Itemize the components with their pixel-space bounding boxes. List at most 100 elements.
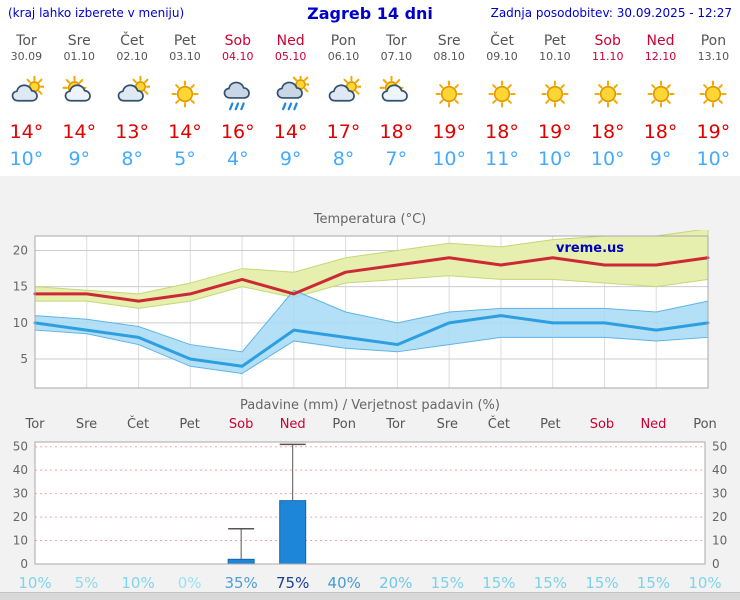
day-icon-cell: [581, 73, 634, 115]
sunny-icon: [171, 80, 199, 108]
sun-ray: [454, 99, 460, 104]
rain-drop: [240, 102, 245, 111]
tmin-value: 10°: [590, 148, 625, 170]
sun-ray: [343, 78, 349, 84]
day-column[interactable]: Tor 30.09 14° 10°: [0, 33, 53, 176]
sunny-icon: [699, 80, 727, 108]
y-tick-label-right: 50: [712, 440, 727, 454]
y-tick-label-right: 30: [712, 487, 727, 501]
precip-day-label: Čet: [126, 417, 150, 432]
y-tick-label-left: 20: [13, 510, 28, 524]
day-icon-cell: [53, 73, 106, 115]
sun-cloud-icon: [62, 76, 92, 102]
tmax-value: 14°: [168, 121, 202, 143]
sun-disc: [176, 85, 194, 103]
tmax-value: 14°: [9, 121, 44, 143]
precip-probability: 40%: [327, 574, 361, 592]
day-icon-cell: [476, 73, 529, 115]
rain-sun-icon: [276, 76, 309, 111]
day-icon-cell: [528, 73, 581, 115]
sun-cloud-icon: [379, 76, 409, 102]
y-tick-label-left: 40: [13, 463, 28, 477]
day-icon-cell: [211, 73, 264, 115]
tmax-value: 18°: [485, 121, 519, 143]
y-tick-label-right: 10: [712, 534, 727, 548]
tmin-value: 10°: [696, 148, 731, 170]
cloud-sun-icon: [12, 76, 45, 102]
day-column[interactable]: Pon 13.10 19° 10°: [687, 33, 740, 176]
page-title: Zagreb 14 dni: [307, 4, 433, 23]
day-date: 06.10: [327, 50, 360, 63]
sunny-icon: [647, 80, 675, 108]
rain-drop: [234, 102, 239, 111]
sun-ray: [492, 84, 497, 89]
rain-icon: [223, 81, 250, 111]
day-date: 05.10: [274, 50, 307, 63]
tmin-value: 10°: [538, 148, 572, 170]
tmin-value: 10°: [432, 148, 467, 170]
day-name: Ned: [646, 33, 675, 49]
tmin-value: 4°: [227, 148, 249, 170]
precip-probability: 15%: [482, 574, 516, 592]
horizontal-scrollbar[interactable]: [0, 592, 740, 600]
y-tick-label-left: 50: [13, 440, 28, 454]
day-column[interactable]: Sre 01.10 14° 9°: [53, 33, 106, 176]
rain-cloud-group: [223, 81, 250, 99]
day-name: Pon: [700, 33, 727, 49]
day-column[interactable]: Sob 11.10 18° 10°: [581, 33, 634, 176]
sun-ray: [355, 90, 360, 95]
day-column[interactable]: Sob 04.10 16° 4°: [211, 33, 264, 176]
precip-day-label: Ned: [640, 417, 667, 432]
day-date: 07.10: [380, 50, 413, 63]
day-name: Ned: [276, 33, 305, 49]
precip-day-label: Čet: [487, 417, 510, 432]
rain-sun-group: [276, 76, 309, 99]
sun-disc: [441, 85, 458, 103]
day-column[interactable]: Pet 10.10 19° 10°: [528, 33, 581, 176]
day-column[interactable]: Pon 06.10 17° 8°: [317, 33, 370, 176]
tmin-value: 8°: [332, 148, 355, 170]
day-icon-cell: [634, 73, 687, 115]
sun-ray: [190, 84, 195, 89]
day-name: Pet: [173, 33, 196, 49]
tmax-value: 18°: [643, 121, 678, 143]
sun-ray: [613, 84, 618, 89]
sun-ray: [597, 84, 603, 89]
tmin-value: 9°: [649, 148, 672, 170]
day-icon-cell: [687, 73, 740, 115]
sunny-icon: [541, 80, 569, 108]
sun-ray: [292, 76, 297, 81]
tmax-value: 14°: [273, 121, 308, 143]
tmax-value: 19°: [538, 121, 572, 143]
y-tick-label-right: 0: [712, 557, 720, 571]
day-date: 10.10: [539, 50, 571, 63]
precipitation-chart: 0 0 10 10 20 20 30 30 40 40 50 50: [13, 440, 728, 571]
precip-probability: 0%: [177, 574, 202, 592]
sun-ray: [718, 84, 724, 89]
sun-ray: [665, 84, 671, 89]
day-icon-cell: [317, 73, 370, 115]
y-tick-label: 20: [13, 243, 28, 257]
precip-probability: 20%: [379, 574, 413, 592]
day-column[interactable]: Čet 02.10 13° 8°: [106, 33, 159, 176]
rain-drop: [228, 102, 234, 111]
charts-section: Temperatura (°C) 5 10 15 20 vreme.us Padavin…: [0, 176, 740, 592]
day-name: Tor: [16, 33, 37, 49]
day-column[interactable]: Sre 08.10 19° 10°: [423, 33, 476, 176]
day-column[interactable]: Ned 05.10 14° 9°: [264, 33, 317, 176]
precip-day-label: Sob: [589, 417, 615, 432]
tmax-value: 16°: [220, 121, 255, 143]
day-date: 02.10: [116, 50, 148, 63]
cloud-shape: [223, 81, 250, 99]
sun-ray: [650, 84, 656, 89]
cloud-sun-icon: [329, 76, 362, 102]
precip-day-label: Sre: [436, 417, 458, 432]
sunny-icon: [594, 80, 622, 108]
day-column[interactable]: Pet 03.10 14° 5°: [159, 33, 212, 176]
day-column[interactable]: Ned 12.10 18° 9°: [634, 33, 687, 176]
day-name: Sob: [594, 33, 621, 49]
day-column[interactable]: Tor 07.10 18° 7°: [370, 33, 423, 176]
y-tick-label: 5: [20, 352, 28, 366]
topbar: (kraj lahko izberete v meniju) Zagreb 14…: [0, 0, 740, 26]
day-column[interactable]: Čet 09.10 18° 11°: [476, 33, 529, 176]
